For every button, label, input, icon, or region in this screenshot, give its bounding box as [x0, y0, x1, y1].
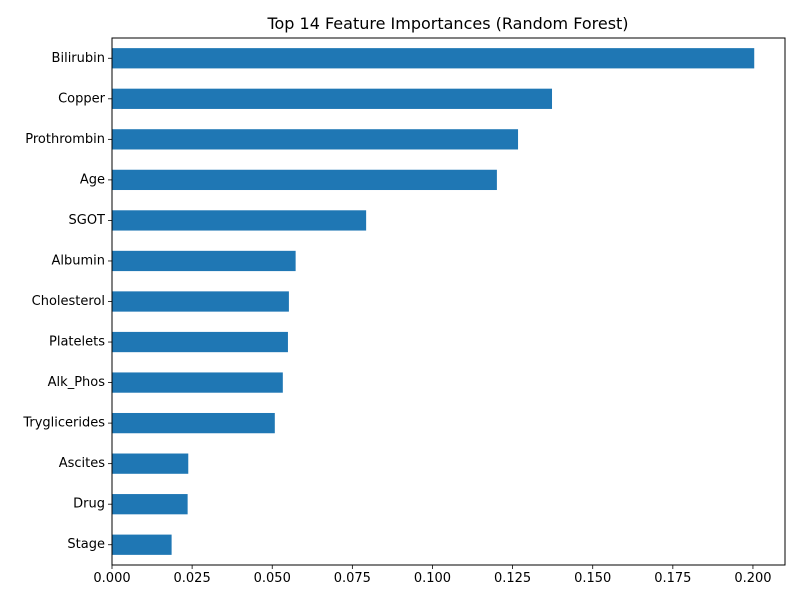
bars-group: [112, 48, 755, 555]
bar-stage: [112, 534, 172, 555]
y-tick-label-bilirubin: Bilirubin: [52, 51, 105, 66]
x-tick-label: 0.050: [254, 571, 291, 586]
bar-ascites: [112, 453, 189, 474]
y-tick-label-age: Age: [80, 172, 105, 187]
x-ticks: 0.000 0.025 0.050 0.075 0.100 0.125 0.150 0.175…: [93, 565, 772, 586]
x-tick-label: 0.100: [414, 571, 451, 586]
bar-drug: [112, 494, 188, 515]
bar-platelets: [112, 331, 288, 353]
y-tick-labels: Bilirubin Copper Prothrombin Age SGOT Albumin…: [22, 51, 112, 552]
plot-frame: [111, 37, 786, 566]
bar-cholesterol: [112, 291, 289, 312]
bar-bilirubin: [112, 48, 755, 69]
y-tick-label-platelets: Platelets: [49, 335, 105, 350]
bar-alk-phos: [112, 372, 283, 393]
y-tick-label-albumin: Albumin: [51, 253, 105, 268]
bar-copper: [112, 88, 553, 109]
bar-albumin: [112, 250, 296, 272]
y-tick-label-ascites: Ascites: [59, 456, 106, 471]
chart-title: Top 14 Feature Importances (Random Fores…: [266, 14, 628, 33]
y-tick-label-sgot: SGOT: [69, 213, 106, 228]
bar-sgot: [112, 210, 367, 231]
bar-tryglicerides: [112, 412, 275, 434]
x-tick-label: 0.125: [494, 571, 531, 586]
x-tick-label: 0.075: [334, 571, 371, 586]
x-tick-label: 0.000: [93, 571, 130, 586]
y-tick-label-prothrombin: Prothrombin: [25, 132, 105, 147]
x-tick-label: 0.025: [174, 571, 211, 586]
y-tick-label-tryglicerides: Tryglicerides: [22, 416, 105, 431]
bar-prothrombin: [112, 129, 519, 150]
x-tick-label: 0.150: [574, 571, 611, 586]
y-tick-label-stage: Stage: [67, 537, 105, 552]
y-tick-label-copper: Copper: [58, 91, 106, 106]
x-tick-label: 0.200: [734, 571, 771, 586]
x-tick-label: 0.175: [654, 571, 691, 586]
y-tick-label-alk-phos: Alk_Phos: [48, 375, 106, 390]
y-tick-label-drug: Drug: [73, 497, 105, 512]
bar-age: [112, 169, 497, 191]
y-tick-label-cholesterol: Cholesterol: [32, 294, 105, 309]
